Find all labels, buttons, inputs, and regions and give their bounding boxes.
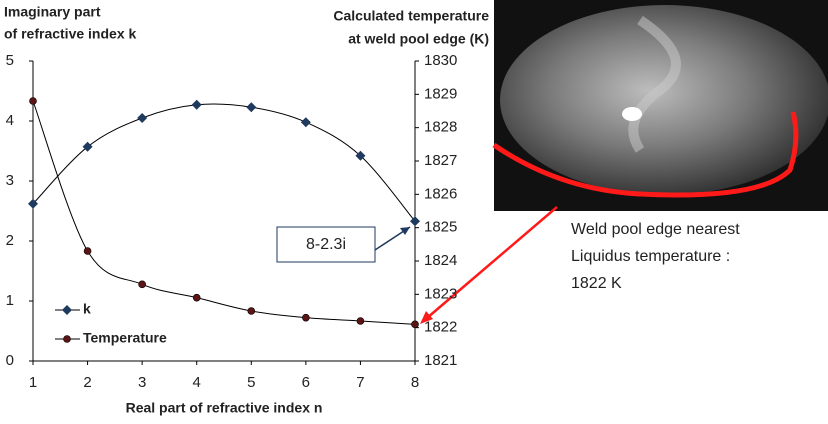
circle-marker: [247, 307, 256, 315]
y2-tick-label: 1827: [424, 152, 457, 169]
y-tick-label: 0: [6, 352, 14, 369]
diamond-marker: [300, 117, 311, 128]
circle-marker: [411, 320, 419, 329]
x-tick-label: 8: [411, 374, 419, 391]
y2-tick-label: 1828: [424, 119, 457, 136]
legend-label: Temperature: [83, 330, 167, 346]
series-line: [32, 100, 416, 325]
diamond-marker: [246, 102, 257, 113]
x-tick-label: 4: [193, 374, 201, 391]
arrow-head: [400, 227, 410, 235]
diamond-marker: [28, 198, 38, 209]
annotation: 1822 K: [571, 275, 622, 292]
diamond-marker: [82, 141, 93, 152]
y-axis-title: of refractive index k: [4, 26, 136, 42]
x-tick-label: 3: [138, 374, 146, 391]
annotation: Weld pool edge nearest: [571, 221, 740, 238]
series-line: [32, 103, 416, 222]
y-tick-label: 5: [6, 52, 14, 69]
diamond-marker: [191, 99, 202, 110]
y-tick-label: 3: [6, 172, 14, 189]
y-axis-title: Imaginary part: [4, 4, 101, 20]
diamond-marker: [355, 150, 366, 161]
circle-marker: [29, 97, 37, 105]
y-tick-label: 4: [6, 112, 14, 129]
y-tick-label: 1: [6, 292, 14, 309]
annotation-arrow: [426, 206, 558, 319]
x-tick-label: 6: [302, 374, 310, 391]
legend-marker: [62, 305, 72, 315]
y2-tick-label: 1830: [424, 52, 457, 69]
y2-axis-title: Calculated temperature: [333, 8, 489, 24]
arrow-head: [420, 311, 433, 324]
circle-marker: [83, 247, 92, 255]
y2-tick-label: 1823: [424, 285, 457, 302]
legend-label: k: [83, 301, 91, 317]
annotation: Liquidus temperature :: [571, 248, 730, 265]
diamond-marker: [137, 113, 148, 123]
circle-marker: [302, 313, 310, 322]
y2-tick-label: 1825: [424, 219, 457, 236]
y-tick-label: 2: [6, 232, 14, 249]
x-tick-label: 5: [247, 374, 255, 391]
y2-axis-title: at weld pool edge (K): [348, 31, 489, 47]
legend-marker: [63, 335, 71, 343]
diamond-marker: [410, 216, 420, 227]
x-tick-label: 1: [29, 374, 37, 391]
annotation-box: [276, 226, 376, 263]
weld-photo: [492, 0, 828, 211]
y2-tick-label: 1826: [424, 185, 457, 202]
circle-marker: [356, 317, 365, 325]
x-tick-label: 7: [356, 374, 364, 391]
x-axis-title: Real part of refractive index n: [126, 400, 323, 416]
y2-tick-label: 1822: [424, 319, 457, 336]
annotation: 8-2.3i: [306, 236, 346, 253]
circle-marker: [192, 293, 201, 302]
y2-tick-label: 1824: [424, 252, 457, 269]
x-tick-label: 2: [83, 374, 91, 391]
y2-tick-label: 1821: [424, 352, 457, 369]
circle-marker: [138, 280, 146, 289]
y2-tick-label: 1829: [424, 85, 457, 102]
